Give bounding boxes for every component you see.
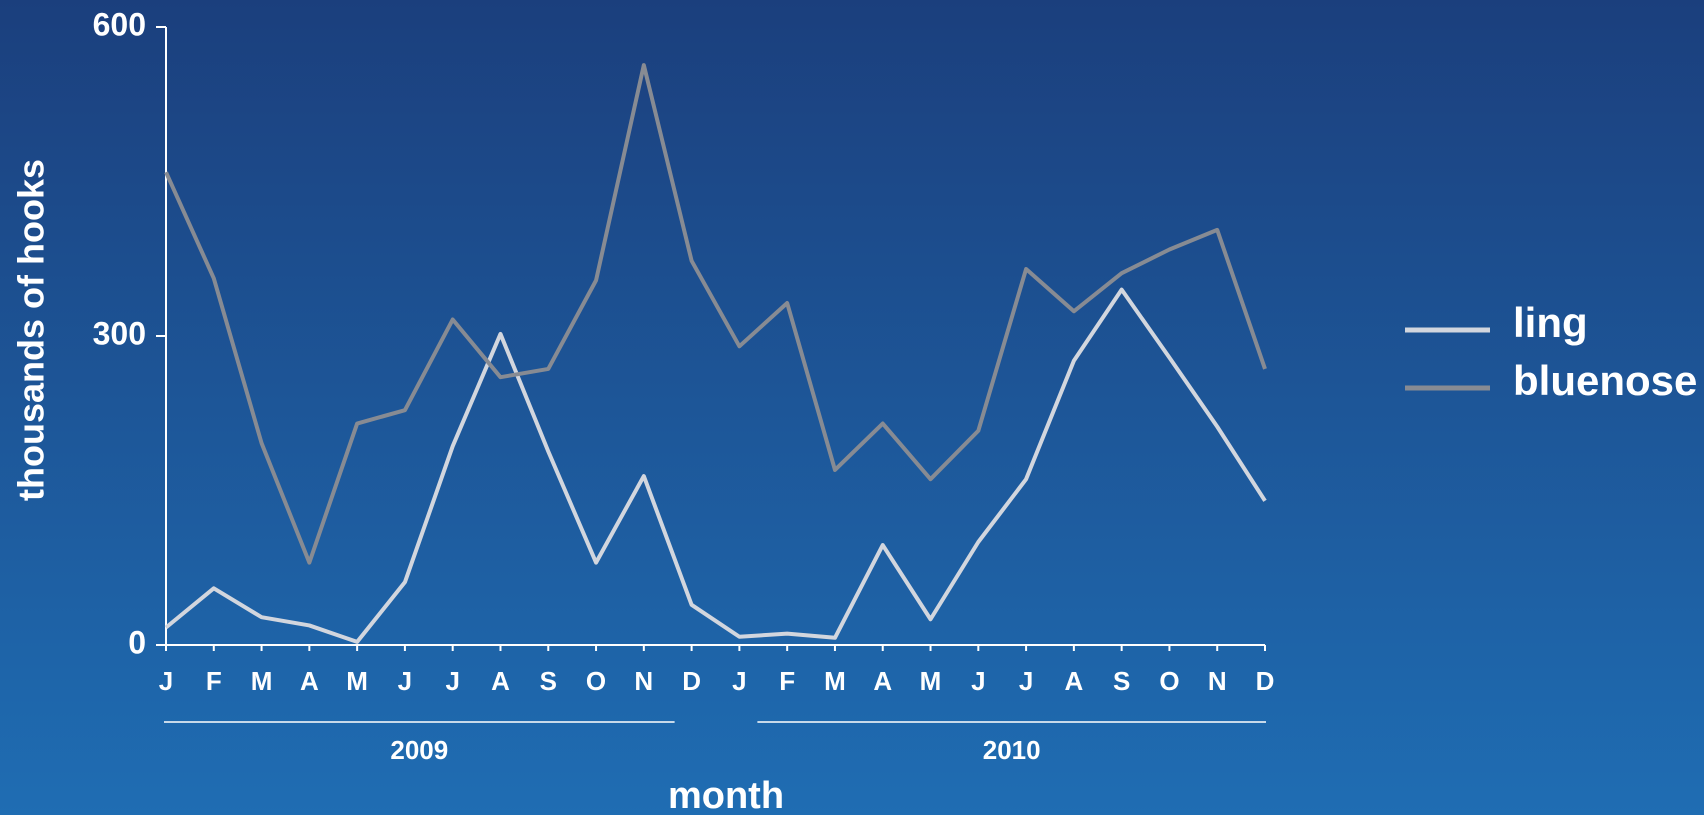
- x-tick-label: A: [873, 666, 892, 696]
- x-tick-label: J: [445, 666, 459, 696]
- x-tick-label: M: [346, 666, 368, 696]
- x-tick-label: M: [920, 666, 942, 696]
- x-tick-label: N: [634, 666, 653, 696]
- x-tick-label: J: [1019, 666, 1033, 696]
- y-tick-label: 0: [128, 624, 146, 660]
- x-tick-label: S: [1113, 666, 1130, 696]
- y-tick-label: 300: [93, 315, 146, 351]
- legend-label: ling: [1513, 299, 1588, 346]
- x-axis-label: month: [668, 775, 784, 815]
- x-tick-label: A: [491, 666, 510, 696]
- x-tick-label: J: [732, 666, 746, 696]
- x-tick-label: J: [159, 666, 173, 696]
- line-series: [164, 287, 1267, 644]
- x-tick-label: M: [824, 666, 846, 696]
- x-tick-label: J: [971, 666, 985, 696]
- x-tick-label: O: [586, 666, 606, 696]
- x-tick-label: S: [540, 666, 557, 696]
- y-tick-label: 600: [93, 6, 146, 42]
- y-axis-label: thousands of hooks: [11, 159, 52, 501]
- x-tick-label: F: [779, 666, 795, 696]
- legend-label: bluenose: [1513, 357, 1697, 404]
- x-tick-label: F: [206, 666, 222, 696]
- x-tick-label: J: [398, 666, 412, 696]
- x-tick-label: A: [300, 666, 319, 696]
- line-series: [164, 63, 1267, 565]
- year-label: 2009: [390, 735, 448, 765]
- x-tick-label: D: [1256, 666, 1275, 696]
- x-tick-label: A: [1064, 666, 1083, 696]
- year-label: 2010: [983, 735, 1041, 765]
- x-tick-label: O: [1159, 666, 1179, 696]
- x-tick-label: D: [682, 666, 701, 696]
- x-tick-label: N: [1208, 666, 1227, 696]
- x-tick-label: M: [251, 666, 273, 696]
